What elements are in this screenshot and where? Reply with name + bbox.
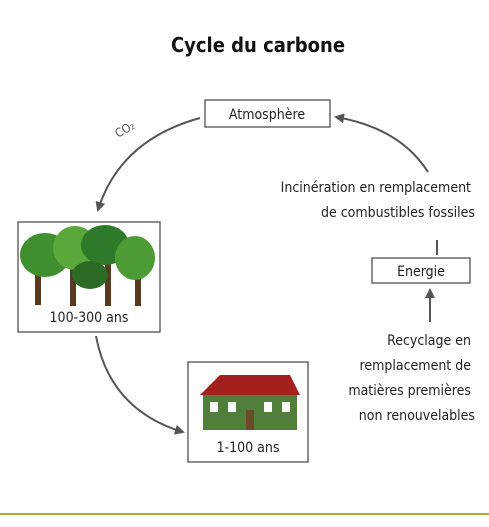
note-line: Recyclage en [387,333,471,349]
node-label: Atmosphère [229,107,305,123]
incineration-note: Incinération en remplacement de combusti… [281,180,475,221]
note-line: remplacement de [360,358,472,374]
co2-label: CO₂ [113,118,138,140]
diagram: Cycle du carbone Atmosphère CO₂ 100-300 … [0,0,489,527]
note-line: de combustibles fossiles [321,205,475,221]
arrow [336,117,428,172]
note-line: matières premières [348,383,471,399]
node-label: Energie [397,264,445,280]
note-line: non renouvelables [359,408,475,424]
note-line: Incinération en remplacement [281,180,471,196]
title: Cycle du carbone [171,33,345,57]
recyclage-note: Recyclage en remplacement de matières pr… [348,333,475,424]
node-label: 1-100 ans [217,440,280,456]
arrow [96,336,183,432]
house-icon [200,375,300,430]
node-label: 100-300 ans [50,310,129,326]
